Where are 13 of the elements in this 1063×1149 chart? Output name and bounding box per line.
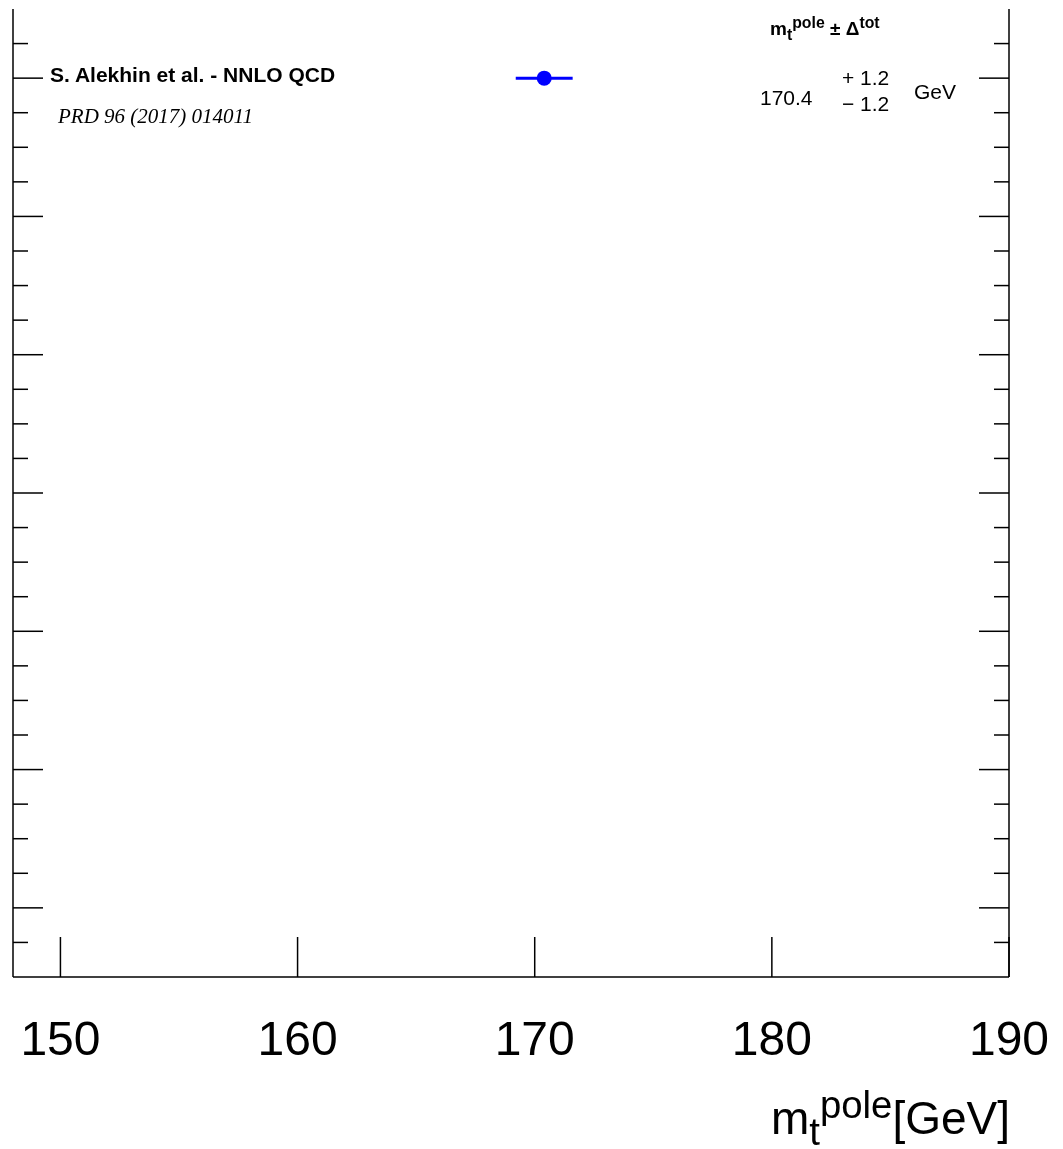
y-tick-label: S. Alekhin et al. - NNLO QCD	[50, 63, 336, 88]
annotation: 170.4	[760, 86, 813, 110]
annotation: GeV	[914, 80, 957, 104]
annotation: PRD 96 (2017) 014011	[58, 104, 253, 129]
x-tick-label: 190	[968, 1012, 1050, 1065]
annotation: + 1.2	[842, 66, 890, 90]
x-axis-title: m$_{t}$$^{pole}$[GeV]	[770, 1083, 1010, 1149]
x-tick-label: 180	[731, 1012, 812, 1065]
annotation: m$_{t}$$^{pole}$ ± Δ$^{tot}$	[770, 14, 880, 45]
x-tick-label: 160	[257, 1012, 338, 1065]
x-tick-label: 170	[494, 1012, 575, 1065]
x-tick-label: 150	[20, 1012, 101, 1065]
annotation: − 1.2	[842, 92, 890, 116]
